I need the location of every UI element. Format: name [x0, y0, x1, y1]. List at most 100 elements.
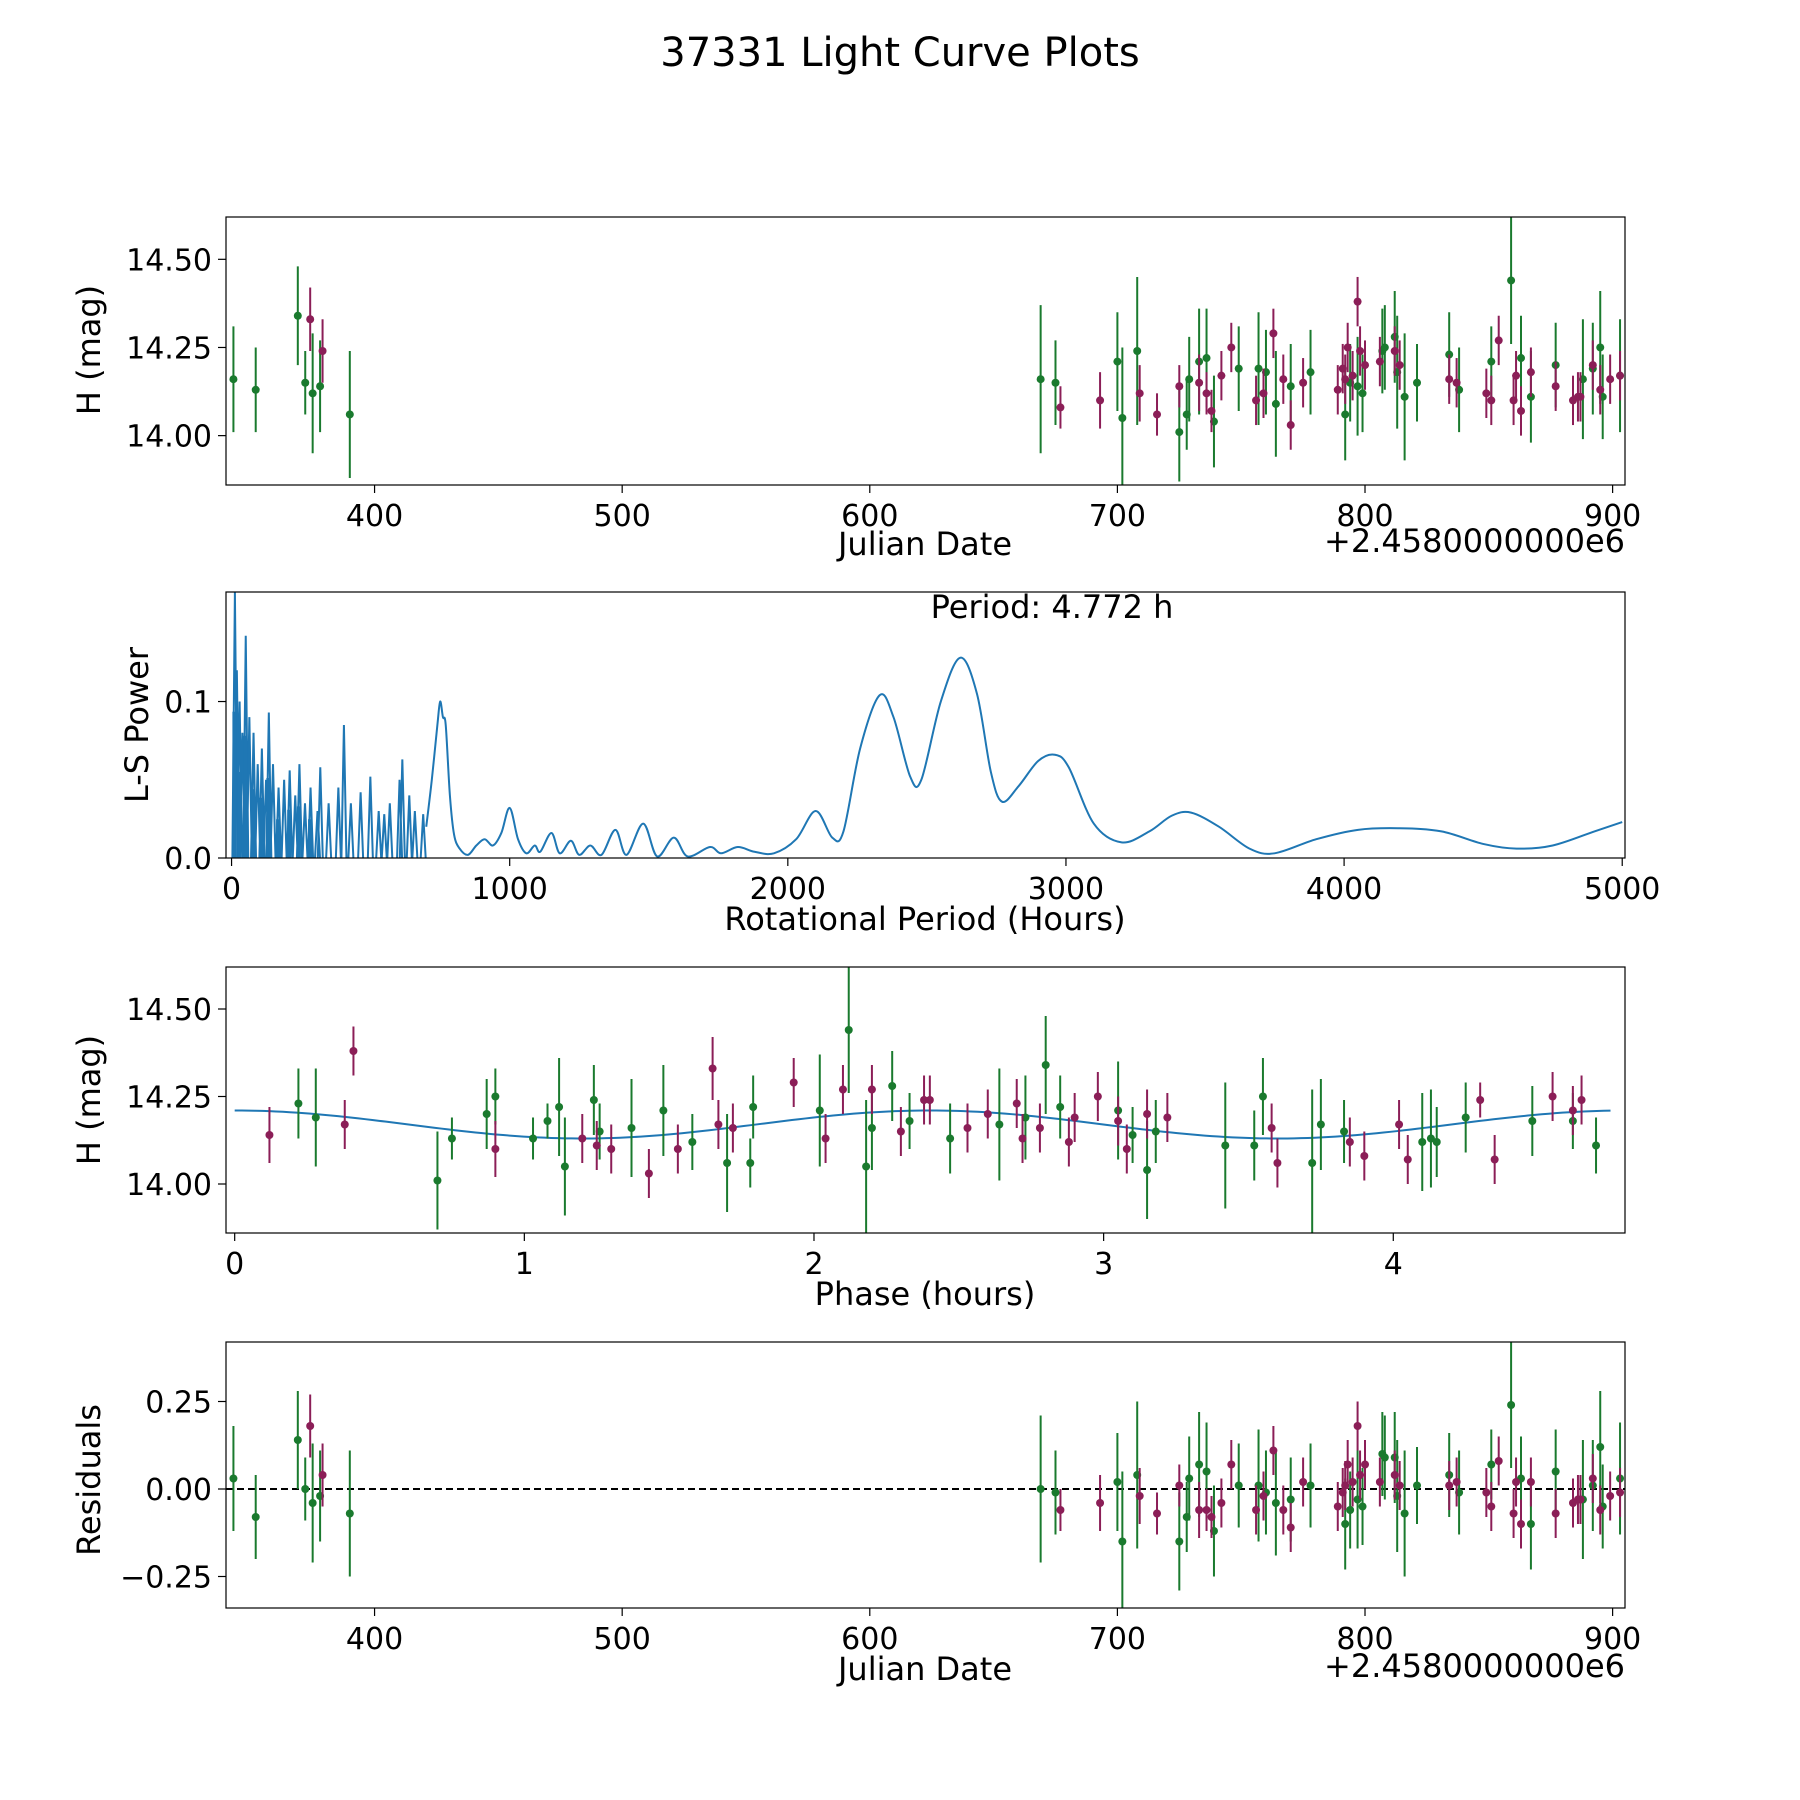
light-curve-x-tick-label: 600	[841, 499, 898, 534]
residuals-red-point	[1487, 1502, 1496, 1511]
light-curve-green-point	[316, 382, 325, 391]
residuals-red-point	[1576, 1495, 1585, 1504]
light-curve-green-point	[1133, 347, 1142, 355]
residuals-red-point	[1353, 1422, 1362, 1430]
light-curve-red-point	[1551, 382, 1560, 391]
residuals-green-point	[1118, 1537, 1127, 1546]
phased-red-point	[925, 1096, 934, 1104]
phased-green-point	[433, 1176, 442, 1185]
phased-red-point	[644, 1169, 653, 1178]
phased-ylabel: H (mag)	[70, 1035, 108, 1165]
periodogram-y-tick-label: 0.1	[164, 686, 212, 721]
residuals-red-point	[1217, 1499, 1226, 1507]
periodogram-x-tick-label: 3000	[1028, 872, 1104, 907]
light-curve-green-point	[1185, 375, 1194, 384]
phased-y-tick-label: 14.25	[126, 1081, 212, 1116]
light-curve-green-point	[1306, 368, 1315, 377]
residuals-x-tick-label: 700	[1089, 1622, 1146, 1657]
phased-red-point	[1490, 1155, 1499, 1164]
light-curve-red-point	[1494, 336, 1503, 345]
phased-red-point	[1273, 1159, 1282, 1167]
phased-axes-frame	[225, 966, 1626, 1234]
phased-red-point	[1064, 1138, 1073, 1146]
phased-red-point	[1568, 1106, 1577, 1115]
residuals-red-point	[1195, 1506, 1204, 1514]
residuals-green-point	[345, 1509, 354, 1518]
light-curve-green-point	[1234, 364, 1243, 373]
phased-red-point	[491, 1145, 500, 1153]
light-curve-red-point	[1576, 392, 1585, 401]
periodogram-spike-mark	[232, 711, 237, 858]
residuals-green-point	[1596, 1443, 1605, 1451]
residuals-red-point	[318, 1471, 327, 1479]
light-curve-red-point	[1096, 396, 1105, 405]
phased-green-point	[862, 1162, 871, 1171]
phased-red-point	[1163, 1113, 1172, 1122]
phased-red-point	[592, 1141, 601, 1150]
residuals-red-point	[1279, 1506, 1288, 1514]
residuals-green-point	[251, 1513, 260, 1521]
residuals-y-tick-label: −0.25	[120, 1561, 212, 1596]
residuals-red-point	[1175, 1481, 1184, 1490]
residuals-red-point	[1096, 1499, 1105, 1507]
residuals-green-point	[1051, 1488, 1060, 1497]
light-curve-green-point	[1175, 428, 1184, 437]
clip-ls-layer	[231, 592, 1623, 858]
residuals-green-point	[1286, 1495, 1295, 1504]
light-curve-x-tick-label: 500	[594, 499, 651, 534]
light-curve-red-point	[1343, 343, 1352, 352]
phased-green-point	[555, 1103, 564, 1111]
periodogram-x-tick-label: 1000	[472, 872, 548, 907]
phased-x-tick-label: 1	[515, 1247, 534, 1282]
light-curve-green-point	[293, 311, 302, 320]
residuals-red-point	[1494, 1457, 1503, 1465]
residuals-green-point	[1195, 1460, 1204, 1469]
phased-green-point	[746, 1159, 755, 1167]
residuals-green-point	[1507, 1401, 1516, 1409]
phased-green-point	[905, 1117, 914, 1125]
light-curve-green-point	[1286, 382, 1295, 391]
periodogram-x-tick-label: 4000	[1306, 872, 1382, 907]
light-curve-red-point	[318, 347, 327, 355]
residuals-y-tick-label: 0.00	[145, 1473, 212, 1508]
phased-green-point	[723, 1159, 732, 1167]
residuals-red-point	[1616, 1488, 1625, 1497]
phased-green-point	[1528, 1117, 1537, 1125]
periodogram-x-tick-label: 0	[222, 872, 241, 907]
phased-green-point	[1143, 1166, 1152, 1174]
light-curve-red-point	[1153, 410, 1162, 419]
phased-x-tick-label: 3	[1094, 1247, 1113, 1282]
phased-x-tick-label: 0	[225, 1247, 244, 1282]
clip-lc-layer	[229, 217, 1625, 485]
phased-red-point	[265, 1131, 274, 1139]
phased-red-point	[1345, 1138, 1354, 1146]
phased-red-point	[963, 1124, 972, 1132]
phased-red-point	[1070, 1113, 1079, 1122]
residuals-red-point	[1286, 1523, 1295, 1532]
light-curve-red-point	[1517, 406, 1526, 415]
light-curve-red-point	[1279, 375, 1288, 384]
residuals-red-point	[1202, 1506, 1211, 1514]
light-curve-red-point	[1227, 343, 1236, 352]
residuals-green-point	[301, 1485, 310, 1493]
light-curve-y-tick-label: 14.50	[126, 243, 212, 278]
phased-red-point	[789, 1078, 798, 1087]
phased-green-point	[946, 1134, 955, 1143]
phased-green-point	[529, 1134, 538, 1143]
phased-red-point	[1018, 1134, 1027, 1143]
light-curve-red-point	[1269, 329, 1278, 338]
residuals-x-offset: +2.4580000000e6	[1324, 1647, 1625, 1685]
phased-red-point	[673, 1145, 682, 1153]
light-curve-x-tick-label: 900	[1584, 499, 1641, 534]
residuals-red-point	[1361, 1460, 1370, 1469]
light-curve-red-point	[1195, 378, 1204, 387]
phased-green-point	[1316, 1120, 1325, 1129]
light-curve-red-point	[1202, 389, 1211, 398]
phased-red-point	[896, 1127, 905, 1136]
light-curve-red-point	[1299, 378, 1308, 387]
residuals-red-point	[1596, 1506, 1605, 1514]
residuals-red-point	[1509, 1509, 1518, 1518]
light-curve-ylabel: H (mag)	[70, 285, 108, 415]
